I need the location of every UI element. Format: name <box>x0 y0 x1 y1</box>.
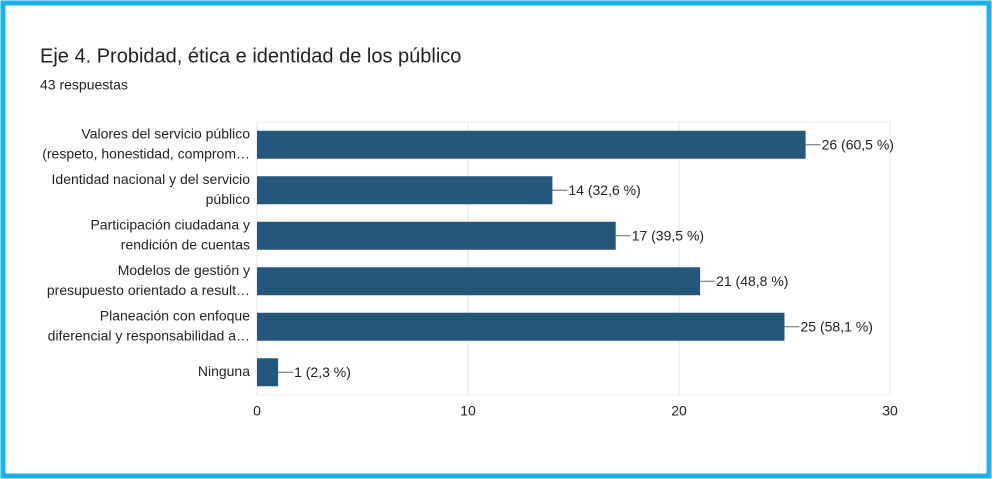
bar <box>257 130 806 159</box>
x-tick-label: 0 <box>253 403 261 419</box>
bar <box>257 358 279 387</box>
value-label: 1 (2,3 %) <box>294 364 351 380</box>
chart-subtitle: 43 respuestas <box>40 77 128 93</box>
value-label: 21 (48,8 %) <box>716 273 788 289</box>
y-tick-label: Identidad nacional y del servicio <box>52 171 251 187</box>
y-tick-label: Planeación con enfoque <box>100 307 250 323</box>
value-label: 26 (60,5 %) <box>822 136 894 152</box>
bar <box>257 312 785 341</box>
y-tick-label: presupuesto orientado a result… <box>47 282 250 298</box>
y-tick-label: Ninguna <box>198 363 250 379</box>
y-tick-label: Participación ciudadana y <box>90 216 250 232</box>
y-tick-label: Valores del servicio público <box>81 125 250 141</box>
bar <box>257 267 701 296</box>
y-tick-label: rendición de cuentas <box>121 236 250 252</box>
y-tick-label: Modelos de gestión y <box>118 262 250 278</box>
x-tick-label: 10 <box>460 403 476 419</box>
y-tick-label: diferencial y responsabilidad a… <box>48 327 250 343</box>
x-tick-label: 20 <box>671 403 687 419</box>
value-label: 17 (39,5 %) <box>632 227 704 243</box>
y-tick-label: público <box>206 191 251 207</box>
value-label: 14 (32,6 %) <box>568 182 640 198</box>
value-label: 25 (58,1 %) <box>801 318 873 334</box>
bar <box>257 221 616 250</box>
x-tick-label: 30 <box>882 403 898 419</box>
y-tick-label: (respeto, honestidad, comprom… <box>42 145 250 161</box>
bar <box>257 176 553 205</box>
chart-title: Eje 4. Probidad, ética e identidad de lo… <box>40 45 461 67</box>
